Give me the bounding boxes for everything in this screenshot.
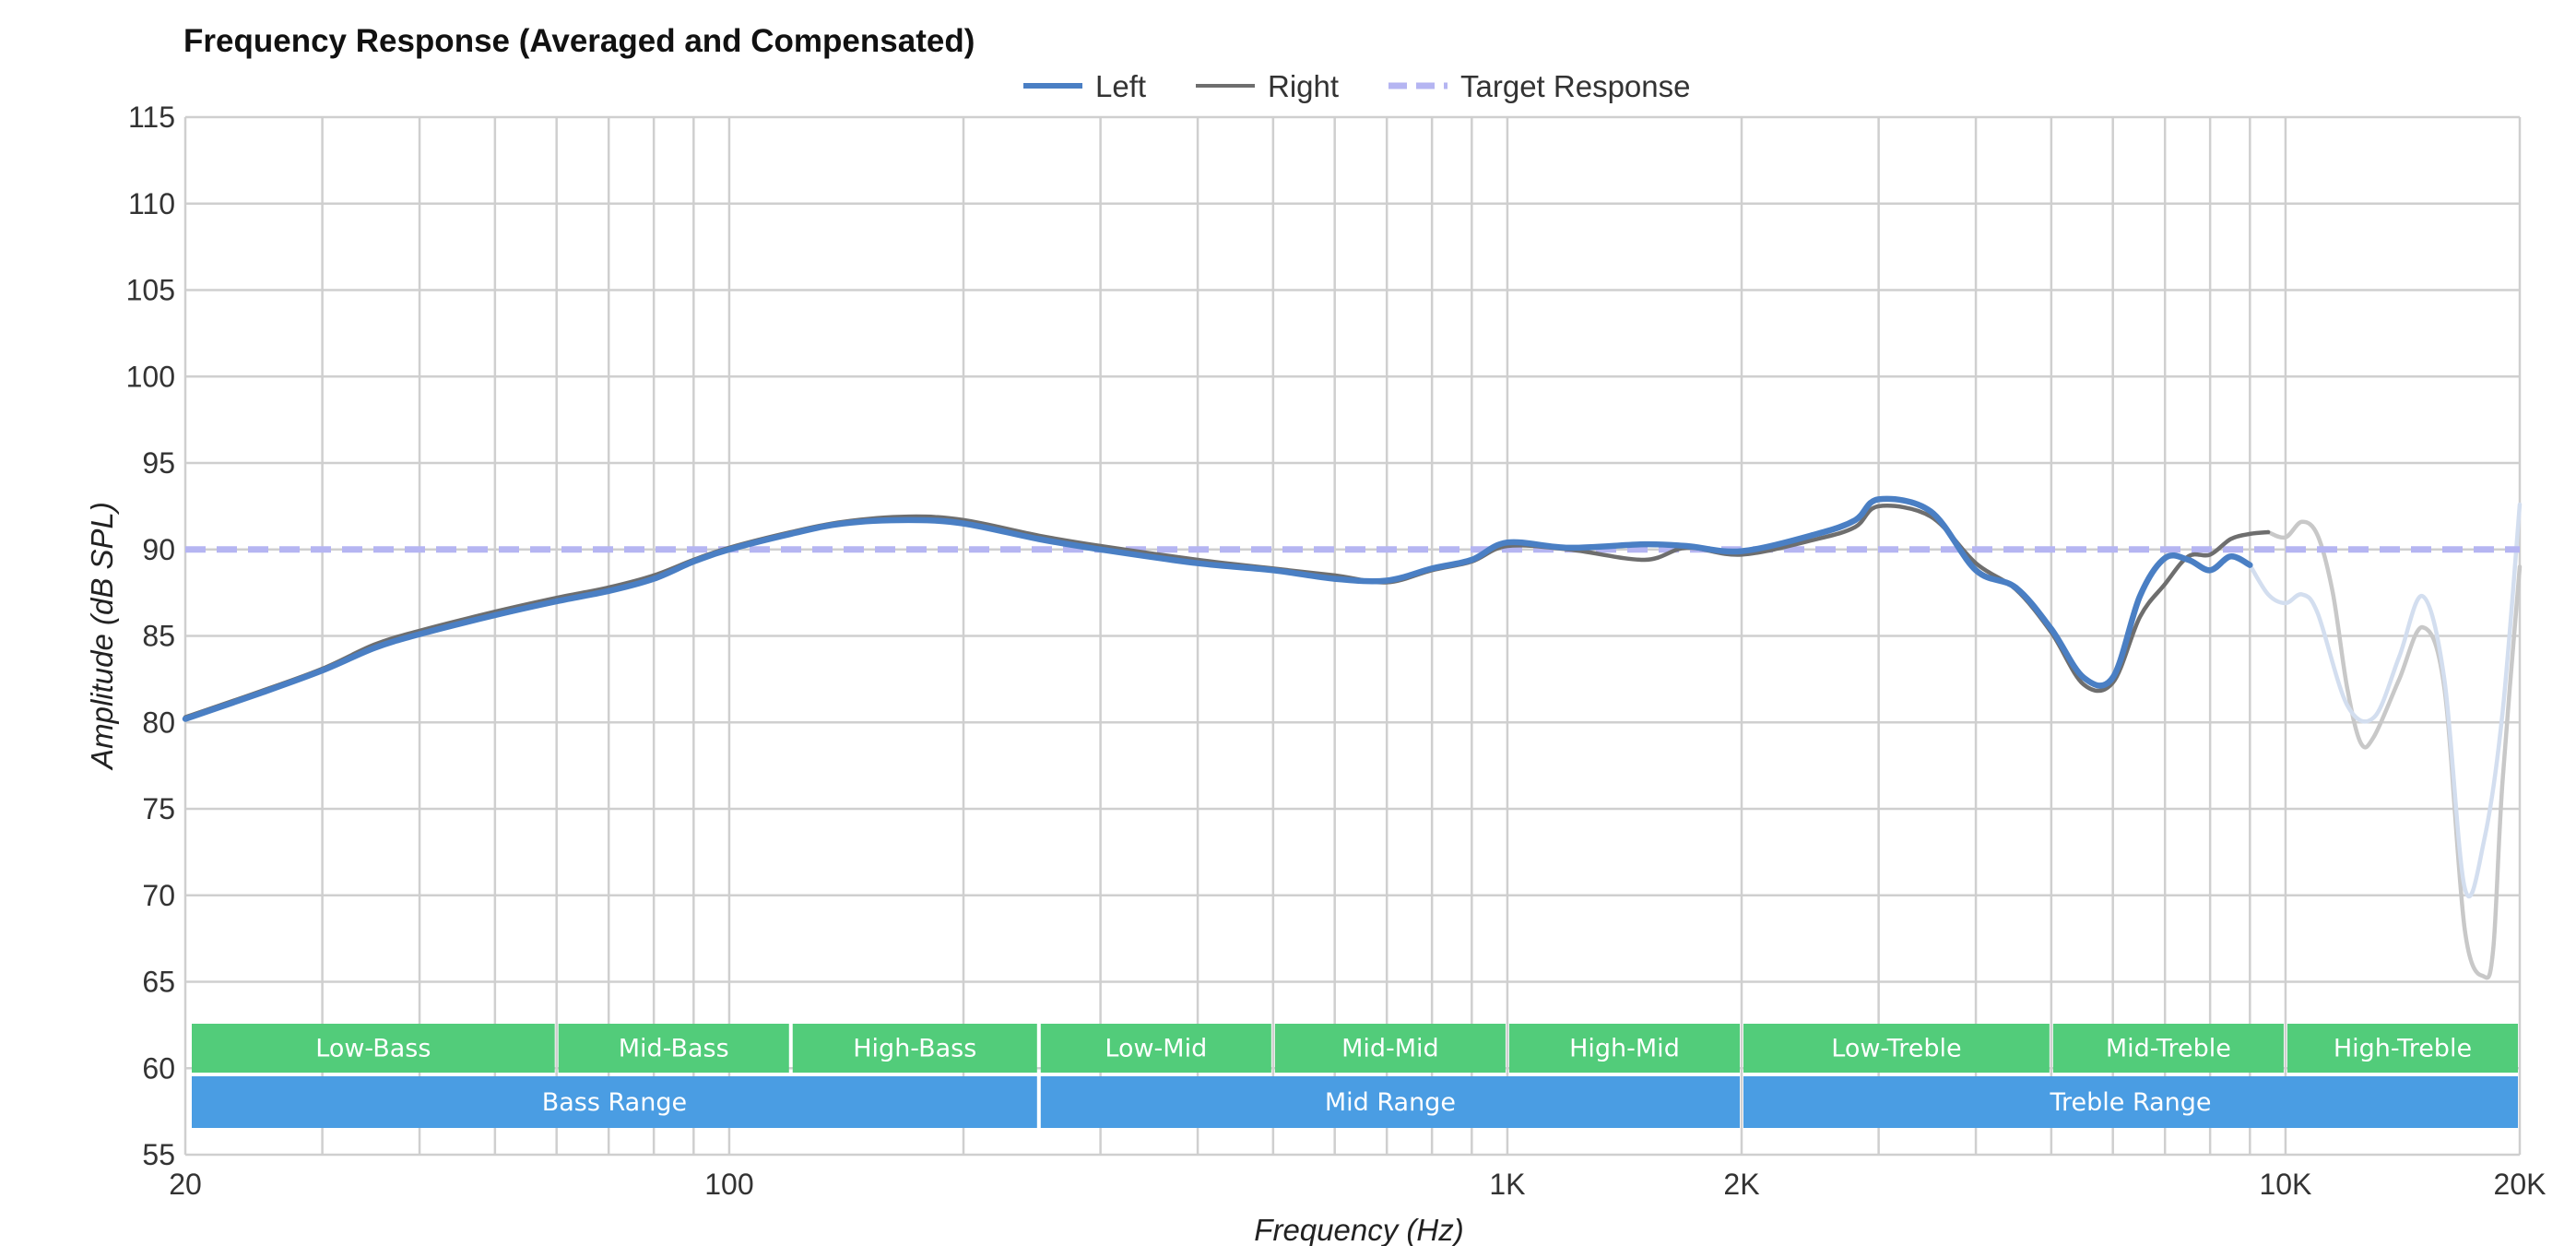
x-axis-label: Frequency (Hz): [1254, 1213, 1463, 1246]
y-tick-label: 75: [142, 792, 175, 825]
y-tick-label: 105: [126, 274, 175, 307]
band-label: Mid-Mid: [1341, 1035, 1439, 1063]
y-axis-label: Amplitude (dB SPL): [85, 502, 119, 771]
band-mid-mid: [1274, 1024, 1506, 1073]
legend-label: Left: [1095, 69, 1146, 103]
band-label: Treble Range: [2049, 1088, 2211, 1117]
y-tick-label: 85: [142, 620, 175, 653]
y-tick-label: 90: [142, 533, 175, 566]
y-tick-label: 65: [142, 966, 175, 999]
y-tick-label: 70: [142, 879, 175, 912]
legend-item-target-response: Target Response: [1388, 69, 1690, 103]
band-mid-treble: [2052, 1024, 2284, 1073]
y-tick-label: 55: [142, 1138, 175, 1171]
band-high-treble: [2286, 1024, 2518, 1073]
frequency-bands: Low-Bass Mid-Bass High-Bass Low-Mid Mid-Mid H…: [192, 1024, 2518, 1128]
band-low-treble: [1743, 1024, 2050, 1073]
band-low-bass: [192, 1024, 555, 1073]
y-tick-label: 100: [126, 360, 175, 393]
legend-label: Target Response: [1460, 69, 1690, 103]
y-tick-label: 115: [128, 101, 175, 134]
band-label: High-Treble: [2334, 1035, 2472, 1063]
x-tick-label: 100: [704, 1168, 753, 1201]
series-lines: [182, 495, 2523, 980]
legend-item-left: Left: [1023, 69, 1146, 103]
gridlines: [183, 115, 2522, 1157]
band-mid-range: [1040, 1076, 1740, 1128]
band-label: Mid-Bass: [619, 1035, 729, 1063]
band-label: Low-Bass: [315, 1035, 431, 1063]
legend: Left Right Target Response: [1023, 69, 1690, 103]
series-left-above-9-khz: [2248, 502, 2523, 899]
legend-item-right: Right: [1196, 69, 1339, 103]
x-tick-label: 20: [169, 1168, 202, 1201]
band-label: Bass Range: [542, 1088, 687, 1117]
x-tick-label: 20K: [2494, 1168, 2546, 1201]
y-tick-label: 60: [142, 1051, 175, 1085]
y-tick-label: 95: [142, 446, 175, 480]
band-label: Low-Treble: [1831, 1035, 1961, 1063]
tick-labels: 55 60 65 70 75 80 85 90 95 100 105 110 115 20 100 1K 2K 1…: [126, 101, 2546, 1201]
band-label: Low-Mid: [1105, 1035, 1207, 1063]
band-label: High-Bass: [853, 1035, 976, 1063]
band-label: High-Mid: [1569, 1035, 1680, 1063]
band-high-mid: [1508, 1024, 1740, 1073]
series-left: [182, 495, 2253, 722]
legend-label: Right: [1268, 69, 1339, 103]
band-bass-range: [192, 1076, 1037, 1128]
band-label: Mid Range: [1325, 1088, 1456, 1117]
band-high-bass: [792, 1024, 1037, 1073]
y-tick-label: 80: [142, 706, 175, 739]
x-tick-label: 2K: [1723, 1168, 1759, 1201]
y-tick-label: 110: [128, 187, 175, 220]
band-treble-range: [1743, 1076, 2518, 1128]
x-tick-label: 1K: [1489, 1168, 1525, 1201]
band-mid-bass: [558, 1024, 789, 1073]
series-right-above-9-5-khz: [2265, 519, 2523, 980]
x-tick-label: 10K: [2259, 1168, 2311, 1201]
band-low-mid: [1040, 1024, 1271, 1073]
chart-title: Frequency Response (Averaged and Compens…: [183, 23, 975, 59]
band-label: Mid-Treble: [2106, 1035, 2231, 1063]
